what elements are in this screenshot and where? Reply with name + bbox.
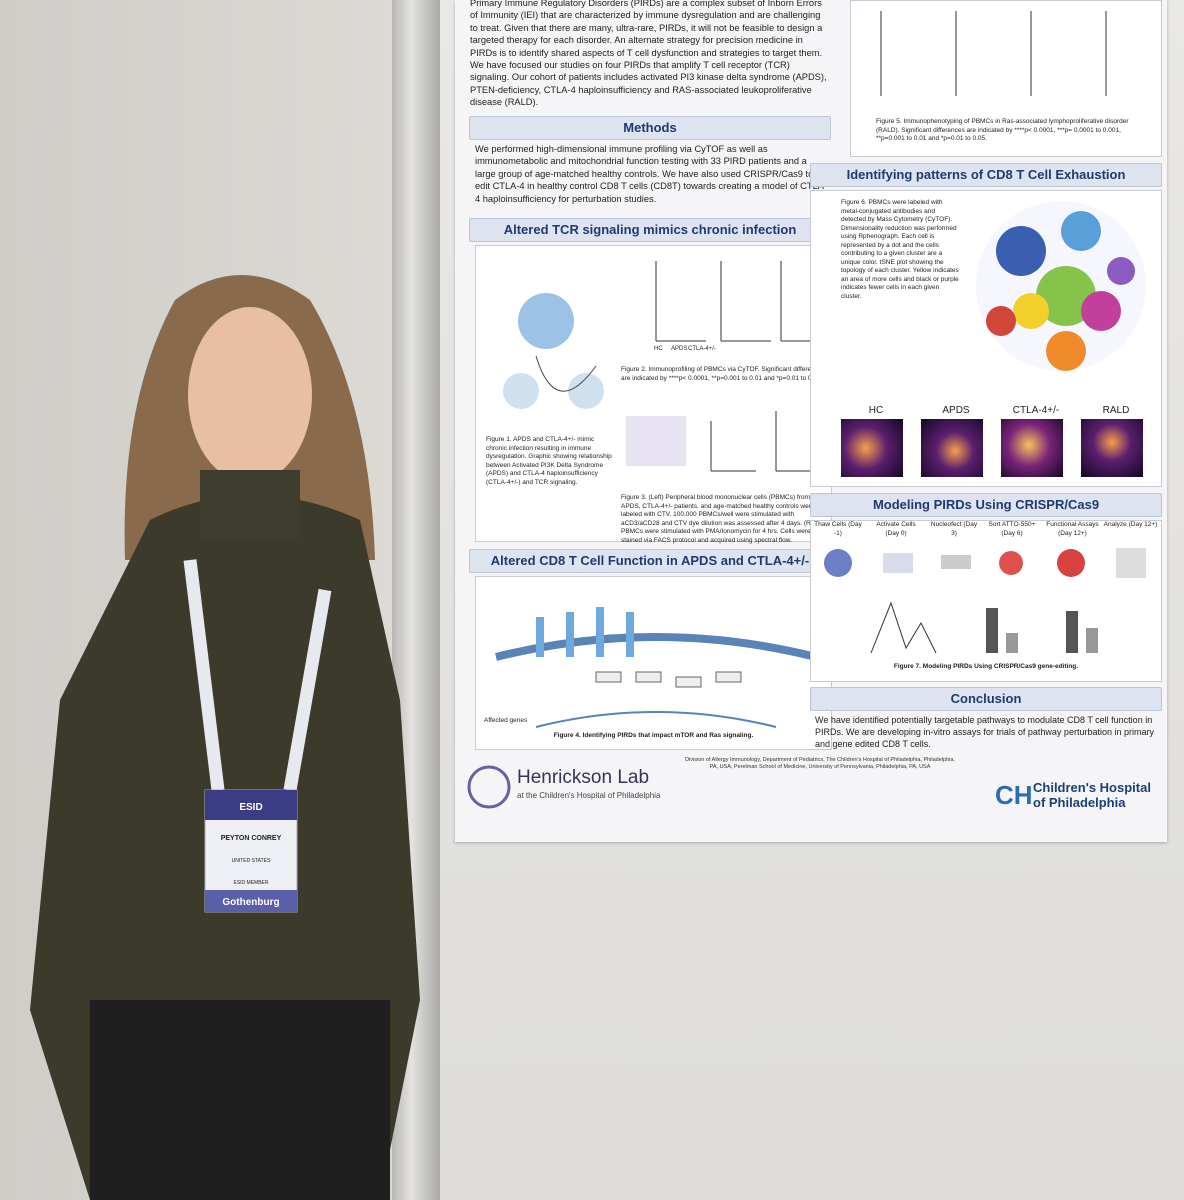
group-label: CTLA-4+/-	[1012, 405, 1060, 416]
figure-panel: Figure 5. Immunophenotyping of PBMCs in …	[850, 0, 1162, 157]
step: Nucleofect (Day 3)	[930, 521, 978, 537]
rald-plots	[880, 11, 1107, 96]
figure-panel: Figure 6. PBMCs were labeled with metal-…	[810, 190, 1162, 487]
cell-graphic	[518, 293, 574, 349]
density-map	[1081, 419, 1143, 477]
group-label: HC	[868, 405, 884, 416]
figure-caption: Figure 4. Identifying PIRDs that impact …	[553, 732, 754, 739]
step: Activate Cells (Day 0)	[876, 521, 916, 537]
group-label: APDS	[942, 405, 970, 416]
badge-header	[205, 790, 297, 820]
collar	[200, 470, 300, 540]
section-header: Altered TCR signaling mimics chronic inf…	[469, 218, 831, 242]
figure-caption: Figure 7. Modeling PIRDs Using CRISPR/Ca…	[893, 663, 1079, 670]
badge-city: Gothenburg	[222, 897, 279, 908]
section-header: Methods	[469, 116, 831, 140]
lanyard	[183, 559, 332, 792]
group-label: HC	[654, 346, 663, 352]
cell-graphic	[568, 373, 604, 409]
figure-caption: Figure 6. PBMCs were labeled with metal-…	[841, 199, 959, 300]
face	[188, 307, 312, 483]
hospital-logo: CH	[995, 780, 1033, 810]
density-map	[841, 419, 903, 477]
density-map	[921, 419, 983, 477]
badge-country: UNITED STATES	[232, 858, 271, 864]
step: Thaw Cells (Day -1)	[814, 521, 862, 537]
section-header: Conclusion	[810, 687, 1162, 711]
figure-panel: Figure 1. APDS and CTLA-4+/- mimic chron…	[475, 245, 832, 544]
step: Sort ATTO-550+ (Day 6)	[988, 521, 1036, 537]
poster: Primary Immune Regulatory Disorders (PIR…	[455, 0, 1167, 842]
arrow	[535, 355, 597, 392]
figure-caption: Figure 5. Immunophenotyping of PBMCs in …	[876, 118, 1129, 142]
figure-panel: Affected genes Figure 4. Identifying PIR…	[475, 576, 832, 750]
figure-caption: Figure 1. APDS and CTLA-4+/- mimic chron…	[486, 436, 612, 486]
hospital-name: Children's Hospital of Philadelphia	[1033, 780, 1151, 810]
cell-graphic	[503, 373, 539, 409]
note: Affected genes	[484, 717, 528, 724]
section-header: Modeling PIRDs Using CRISPR/Cas9	[810, 493, 1162, 517]
figure-panel: Thaw Cells (Day -1) Activate Cells (Day …	[810, 520, 1162, 682]
density-map	[1001, 419, 1063, 477]
group-label: RALD	[1102, 405, 1130, 416]
figure-caption: Figure 2. Immunoprofiling of PBMCs via C…	[621, 366, 825, 382]
crispr-figure	[824, 548, 1146, 654]
tcr-figure	[503, 261, 826, 472]
scatter-plots	[655, 261, 826, 472]
step: Functional Assays (Day 12+)	[1046, 521, 1099, 537]
group-label: CTLA-4+/-	[688, 346, 716, 352]
affiliations: Division of Allergy Immunology, Departme…	[685, 757, 955, 770]
badge-member: ESID MEMBER	[233, 880, 268, 886]
trousers	[90, 1000, 390, 1200]
step: Analyze (Day 12+)	[1103, 521, 1158, 528]
lab-name: Henrickson Lab	[517, 767, 650, 788]
section-header: Altered CD8 T Cell Function in APDS and …	[469, 549, 831, 573]
person: ESID PEYTON CONREY UNITED STATES ESID ME…	[30, 275, 420, 1200]
badge-name: PEYTON CONREY	[221, 835, 282, 842]
figure-caption: Figure 3. (Left) Peripheral blood mononu…	[621, 494, 824, 544]
intro-text: Primary Immune Regulatory Disorders (PIR…	[470, 0, 827, 107]
signaling-figure	[495, 607, 817, 728]
histogram-graphic	[626, 416, 686, 466]
badge-org: ESID	[239, 802, 262, 813]
tsne-plot	[976, 201, 1146, 371]
conclusion-text: We have identified potentially targetabl…	[815, 715, 1154, 749]
badge-footer	[205, 890, 297, 912]
lab-logo	[467, 765, 511, 809]
section-header: Identifying patterns of CD8 T Cell Exhau…	[810, 163, 1162, 187]
methods-text: We performed high-dimensional immune pro…	[475, 144, 828, 204]
lab-subtitle: at the Children's Hospital of Philadelph…	[517, 791, 661, 800]
group-label: APDS	[671, 346, 688, 352]
